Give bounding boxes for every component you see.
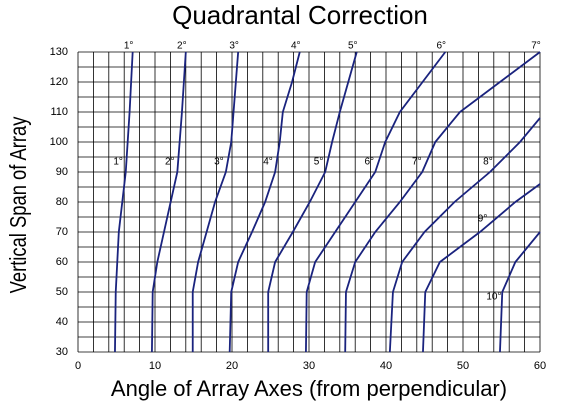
x-tick-label: 10 <box>149 360 161 372</box>
curve-label: 8° <box>483 157 493 168</box>
curve <box>422 183 541 353</box>
curve <box>305 51 447 353</box>
curve <box>191 51 240 352</box>
curve-label: 2° <box>165 157 175 168</box>
curve-label: 3° <box>229 41 239 52</box>
x-tick-label: 0 <box>75 360 81 372</box>
curve <box>151 51 187 353</box>
curve-label: 5° <box>348 41 358 52</box>
y-tick-label: 40 <box>56 316 68 328</box>
y-axis-title: Vertical Span of Array <box>6 116 31 293</box>
y-tick-label: 130 <box>50 46 68 58</box>
curve-label: 6° <box>437 41 447 52</box>
curve-label: 4° <box>291 41 301 52</box>
x-tick-label: 30 <box>303 360 315 372</box>
curve-label: 4° <box>263 157 273 168</box>
curve <box>344 51 541 353</box>
x-tick-label: 40 <box>380 360 392 372</box>
curve-label: 5° <box>314 157 324 168</box>
curve-label: 9° <box>478 214 488 225</box>
curve <box>499 231 541 353</box>
x-tick-label: 60 <box>534 360 546 372</box>
curve-label: 1° <box>113 157 123 168</box>
y-tick-label: 110 <box>50 106 68 118</box>
y-tick-label: 60 <box>56 256 68 268</box>
curve <box>228 51 301 353</box>
x-axis-title: Angle of Array Axes (from perpendicular) <box>111 376 507 401</box>
y-tick-label: 80 <box>56 196 68 208</box>
x-tick-label: 20 <box>226 360 238 372</box>
chart-title: Quadrantal Correction <box>172 0 428 30</box>
curve-label: 2° <box>177 41 187 52</box>
curve-label: 1° <box>124 41 134 52</box>
curve <box>267 51 358 352</box>
curve-label: 10° <box>486 292 501 303</box>
y-tick-label: 100 <box>50 136 68 148</box>
curve <box>388 117 541 353</box>
curve-label: 7° <box>412 157 422 168</box>
curve-label: 6° <box>364 157 374 168</box>
y-tick-label: 90 <box>56 166 68 178</box>
curve <box>114 51 134 353</box>
y-tick-label: 50 <box>56 286 68 298</box>
curve-label: 3° <box>214 157 224 168</box>
y-tick-label: 120 <box>50 76 68 88</box>
x-tick-label: 50 <box>457 360 469 372</box>
y-tick-label: 30 <box>56 346 68 358</box>
y-tick-label: 70 <box>56 226 68 238</box>
curve-label: 7° <box>531 41 541 52</box>
